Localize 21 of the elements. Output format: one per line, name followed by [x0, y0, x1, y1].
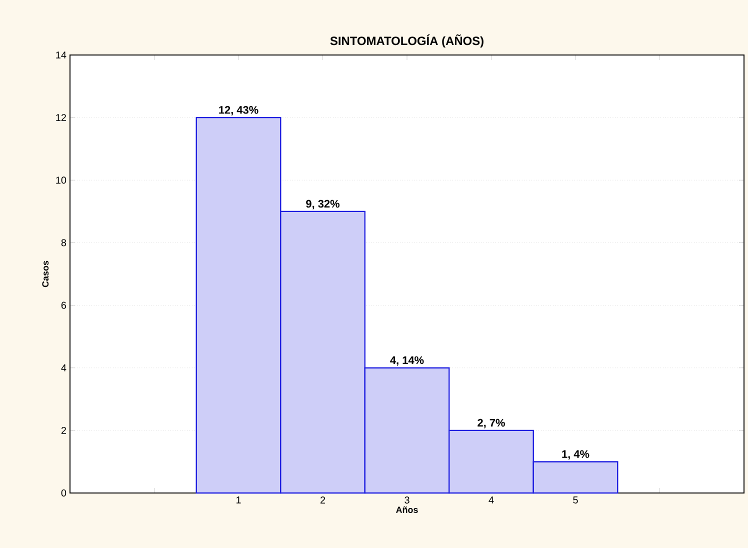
y-tick-label: 2: [61, 426, 66, 434]
x-tick-label: 1: [236, 496, 241, 504]
chart-title: SINTOMATOLOGÍA (AÑOS): [330, 34, 484, 48]
data-label: 1, 4%: [562, 450, 590, 460]
y-tick-label: 8: [61, 239, 66, 246]
y-tick-label: 0: [61, 489, 66, 497]
x-tick-label: 2: [320, 496, 326, 504]
x-tick-label: 4: [488, 496, 494, 504]
data-label: 2, 7%: [478, 418, 505, 428]
x-tick-label: 3: [404, 496, 410, 504]
y-tick-label: 14: [56, 52, 66, 58]
x-axis-title: Años: [396, 506, 418, 513]
y-tick-label: 6: [61, 302, 66, 309]
y-tick-label: 4: [61, 364, 66, 372]
y-tick-label: 12: [56, 114, 66, 122]
x-tick-label: 5: [573, 496, 578, 504]
y-tick-label: 10: [56, 176, 66, 184]
data-label: 9, 32%: [306, 200, 340, 210]
data-label: 4, 14%: [390, 356, 424, 366]
data-label: 12, 43%: [219, 106, 258, 116]
y-axis-title: Casos: [42, 260, 49, 288]
